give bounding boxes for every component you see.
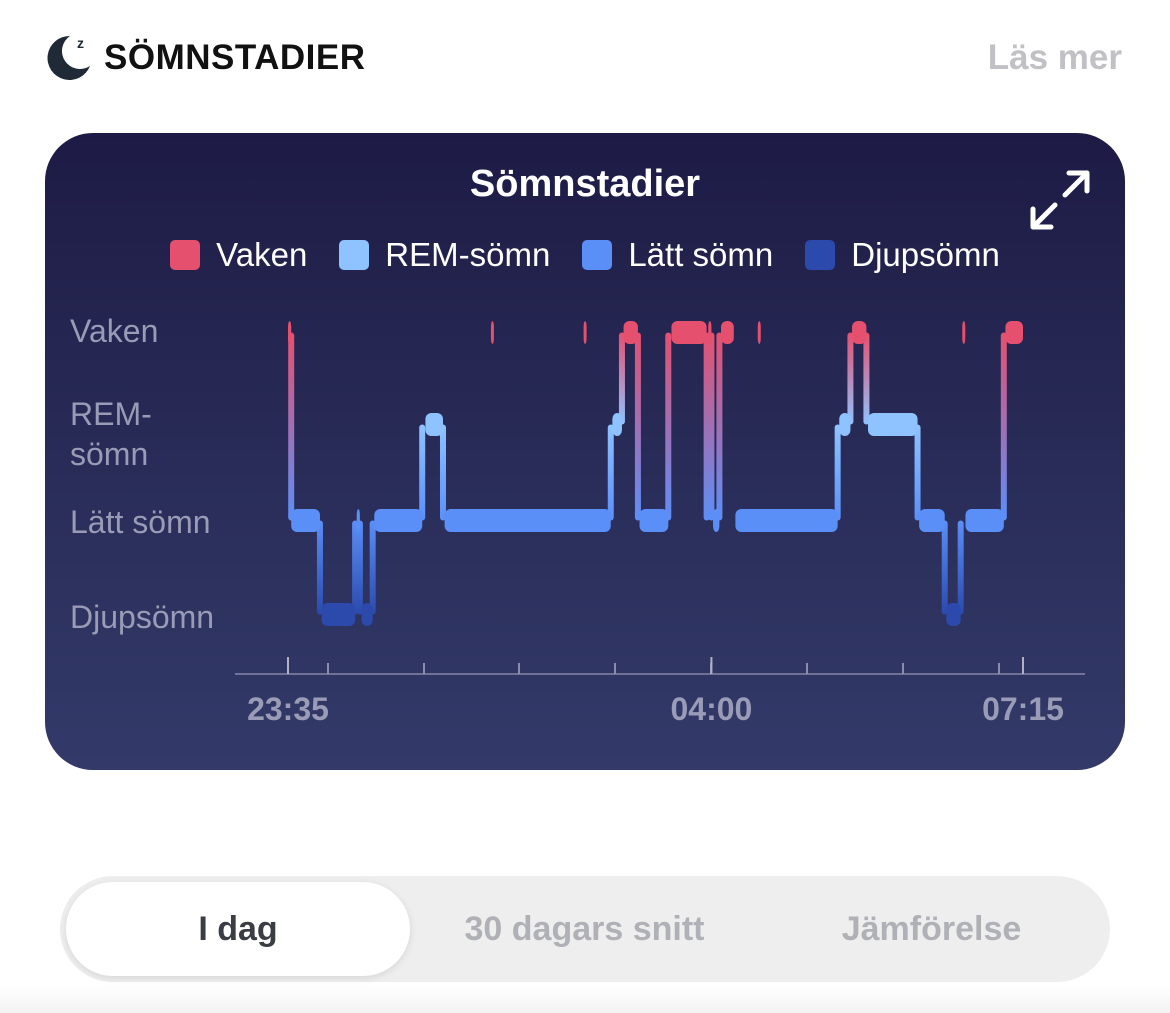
stage-transition	[957, 520, 964, 615]
sleep-segment-vaken	[757, 321, 761, 344]
tab-today[interactable]: I dag	[66, 882, 410, 976]
bottom-edge	[0, 985, 1170, 1013]
y-axis-label: Djupsömn	[70, 599, 214, 635]
stage-transition	[369, 520, 376, 615]
stage-transition	[618, 332, 625, 425]
sleep-segment-vaken	[288, 321, 292, 344]
sleep-segment-vaken	[962, 321, 966, 344]
stage-transition	[316, 520, 323, 615]
legend-swatch	[170, 240, 201, 270]
section-header: z SÖMNSTADIER Läs mer	[0, 0, 1170, 115]
y-axis-label: sömn	[70, 436, 148, 472]
stage-transition	[941, 520, 948, 615]
sleep-segment-vaken	[1005, 321, 1023, 344]
period-selector: I dag 30 dagars snitt Jämförelse	[60, 876, 1110, 982]
legend-label: Djupsömn	[851, 236, 1000, 273]
legend-swatch	[339, 240, 370, 270]
sleep-stage-chart: Vaken REM-sömn Lätt sömn Djupsömn 23:35 04:00…	[70, 313, 1085, 727]
y-axis-label: Lätt sömn	[70, 504, 211, 540]
moon-zz-icon: z	[47, 35, 90, 80]
sleep-segment-rem-sömn	[868, 413, 918, 436]
sleep-segment-rem-sömn	[425, 413, 443, 436]
stage-transition	[1000, 332, 1007, 521]
legend-label: Lätt sömn	[628, 236, 774, 273]
sleep-segment-rem-sömn	[839, 413, 851, 436]
stage-transition	[439, 424, 446, 521]
sleep-segment-djupsömn	[321, 603, 356, 626]
sleep-stages-card: Sömnstadier Vaken REM-sömn Lätt sömn Dju…	[45, 133, 1125, 770]
sleep-segment-vaken	[583, 321, 587, 344]
legend-item-rem: REM-sömn	[339, 236, 550, 274]
expand-arrows-icon[interactable]	[1027, 167, 1093, 233]
sleep-segment-vaken	[490, 321, 494, 344]
y-axis-label: REM-	[70, 396, 152, 432]
sleep-segment-lätt-sömn	[374, 509, 423, 532]
stage-transition	[708, 332, 715, 521]
sleep-segment-lätt-sömn	[713, 509, 720, 532]
sleep-segment-djupsömn	[361, 603, 373, 626]
sleep-segment-lätt-sömn	[919, 509, 945, 532]
sleep-segment-vaken	[623, 321, 638, 344]
section-title: SÖMNSTADIER	[104, 38, 366, 77]
x-axis-label: 23:35	[247, 691, 329, 727]
legend-label: REM-sömn	[385, 236, 551, 273]
tab-comparison[interactable]: Jämförelse	[841, 910, 1022, 948]
sleep-segment-lätt-sömn	[291, 509, 320, 532]
legend-item-deep: Djupsömn	[805, 236, 1000, 274]
sleep-segment-lätt-sömn	[639, 509, 669, 532]
sleep-segment-lätt-sömn	[965, 509, 1004, 532]
chart-legend: Vaken REM-sömn Lätt sömn Djupsömn	[45, 236, 1125, 274]
stage-transition	[607, 424, 614, 521]
stage-transition	[634, 332, 641, 521]
sleep-segment-vaken	[852, 321, 867, 344]
stage-transition	[863, 332, 870, 425]
sleep-segment-vaken	[721, 321, 734, 344]
legend-label: Vaken	[216, 236, 308, 273]
stage-transition	[914, 424, 921, 521]
tab-30-day-average[interactable]: 30 dagars snitt	[464, 910, 705, 948]
chart-title: Sömnstadier	[469, 163, 701, 205]
stage-transition	[847, 332, 854, 425]
stage-transition	[288, 332, 295, 521]
sleep-segment-lätt-sömn	[735, 509, 838, 532]
stage-transition	[356, 520, 363, 615]
sleep-segment-vaken	[671, 321, 707, 344]
stage-transition	[665, 332, 672, 521]
stage-transition	[834, 424, 841, 521]
stage-transition	[703, 332, 710, 521]
svg-text:z: z	[77, 35, 84, 51]
x-axis-label: 07:15	[982, 691, 1064, 727]
stage-transition	[352, 520, 359, 615]
y-axis-label: Vaken	[70, 313, 158, 349]
legend-swatch	[582, 240, 613, 270]
legend-item-vaken: Vaken	[170, 236, 307, 274]
sleep-segment-rem-sömn	[612, 413, 622, 436]
sleep-segment-vaken	[708, 321, 712, 344]
stage-transition	[716, 332, 723, 521]
sleep-segment-lätt-sömn	[444, 509, 611, 532]
legend-item-light: Lätt sömn	[582, 236, 773, 274]
stage-transition	[419, 424, 426, 521]
read-more-link[interactable]: Läs mer	[987, 38, 1122, 77]
sleep-segment-lätt-sömn	[356, 509, 360, 532]
legend-swatch	[805, 240, 836, 270]
x-axis-label: 04:00	[671, 691, 753, 727]
sleep-segment-djupsömn	[946, 603, 961, 626]
